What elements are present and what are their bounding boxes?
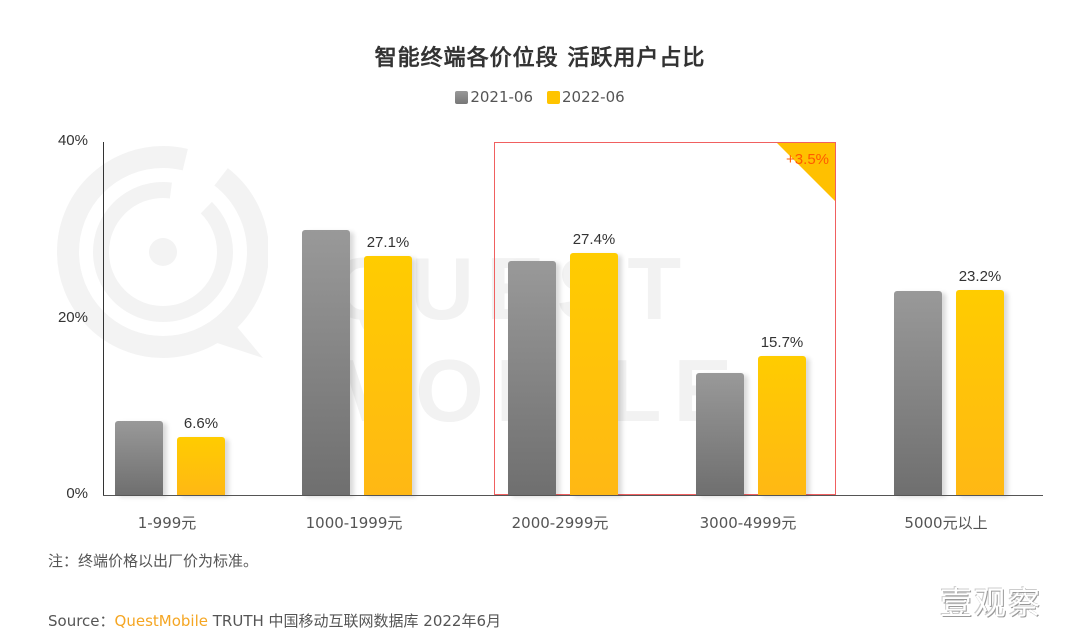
- legend-swatch-gray: [455, 90, 469, 104]
- bar-2022-06-1[interactable]: [364, 255, 412, 495]
- bar-2022-06-4[interactable]: [956, 290, 1004, 495]
- highlight-corner-badge: [777, 143, 835, 201]
- y-axis: [103, 142, 104, 495]
- chart-title: 智能终端各价位段 活跃用户占比: [374, 46, 706, 71]
- legend-label: 2022-06: [562, 88, 625, 106]
- y-tick-0: 0%: [66, 485, 88, 502]
- source-line: Source：QuestMobile TRUTH 中国移动互联网数据库 2022…: [48, 610, 501, 631]
- value-label: 23.2%: [958, 268, 1002, 286]
- legend-item-2022[interactable]: 2022-06: [547, 88, 625, 106]
- legend-item-2021[interactable]: 2021-06: [455, 88, 533, 106]
- y-tick-20: 20%: [57, 309, 88, 326]
- bar-2021-06-3[interactable]: [696, 373, 744, 495]
- legend-swatch-yellow: [547, 90, 560, 104]
- footnote: 注：终端价格以出厂价为标准。: [48, 552, 259, 570]
- chart-legend: 2021-06 2022-06: [0, 88, 1080, 106]
- legend-label: 2021-06: [470, 88, 533, 106]
- x-tick-label: 1000-1999元: [305, 514, 403, 532]
- highlight-box: +3.5%: [494, 142, 836, 495]
- y-tick-40: 40%: [57, 132, 88, 149]
- bar-2022-06-3[interactable]: [758, 356, 806, 495]
- value-label: 27.4%: [572, 231, 616, 249]
- bar-2022-06-0[interactable]: [177, 436, 225, 495]
- bar-2022-06-2[interactable]: [570, 253, 618, 495]
- plot-area: 6.6% 27.1% 27.4% 15.7% 23.2%: [103, 142, 1043, 495]
- x-tick-label: 1-999元: [137, 514, 197, 532]
- value-label: 27.1%: [366, 233, 410, 251]
- bar-2021-06-1[interactable]: [302, 230, 350, 495]
- value-label: 6.6%: [183, 414, 219, 432]
- value-label: 15.7%: [760, 334, 804, 352]
- bar-2021-06-4[interactable]: [894, 291, 942, 495]
- x-tick-label: 3000-4999元: [699, 514, 797, 532]
- bar-2021-06-0[interactable]: [115, 420, 163, 495]
- highlight-delta-label: +3.5%: [786, 151, 829, 168]
- questmobile-watermark-logo-icon: [57, 146, 268, 358]
- bar-2021-06-2[interactable]: [508, 261, 556, 495]
- x-tick-label: 2000-2999元: [511, 514, 609, 532]
- x-axis: [103, 495, 1043, 496]
- source-prefix: Source：: [48, 612, 115, 630]
- x-tick-label: 5000元以上: [904, 514, 988, 532]
- source-brand: QuestMobile: [114, 612, 208, 630]
- watermark-stamp: 壹观察: [940, 584, 1043, 622]
- source-rest: TRUTH 中国移动互联网数据库 2022年6月: [207, 612, 502, 630]
